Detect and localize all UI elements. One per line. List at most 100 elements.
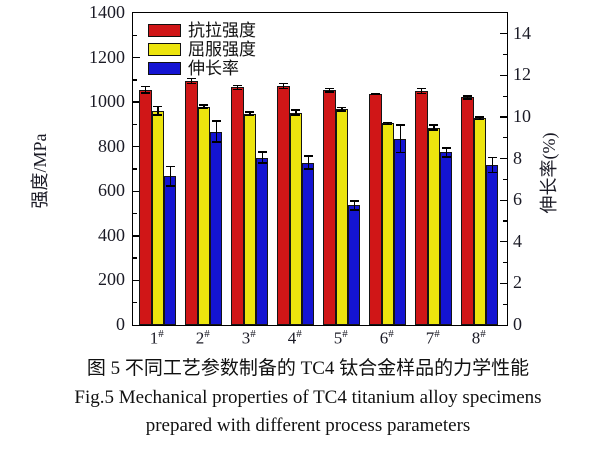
errorbar-cap-bottom: [211, 141, 221, 143]
errorbar-series2-group1: [153, 105, 163, 116]
errorbar-cap-bottom: [278, 87, 288, 90]
bar-series2-group5: [335, 109, 348, 325]
errorbar-series2-group6: [383, 121, 393, 126]
errorbar-cap-top: [395, 124, 405, 126]
errorbar-cap-top: [383, 121, 393, 124]
errorbar-stem: [387, 121, 389, 126]
errorbar-cap-top: [165, 165, 175, 168]
bar-series2-group6: [381, 123, 394, 325]
left-minor-tick: [133, 123, 137, 126]
caption-line-english-1: Fig.5 Mechanical properties of TC4 titan…: [74, 387, 542, 408]
errorbar-stem: [479, 115, 481, 121]
errorbar-stem: [328, 87, 331, 93]
right-major-tick: [500, 157, 507, 160]
left-minor-tick: [133, 79, 137, 81]
errorbar-cap-bottom: [370, 93, 380, 95]
errorbar-stem: [282, 82, 285, 90]
errorbar-cap-bottom: [199, 107, 209, 109]
left-major-tick: [133, 235, 140, 237]
left-minor-tick: [133, 257, 137, 259]
right-major-tick: [500, 74, 507, 77]
errorbar-cap-bottom: [441, 155, 451, 158]
errorbar-cap-bottom: [475, 118, 485, 121]
errorbar-cap-bottom: [303, 168, 313, 171]
errorbar-cap-bottom: [337, 110, 347, 112]
bar-series2-group7: [427, 127, 440, 325]
legend-label-yield: 屈服强度: [188, 40, 256, 59]
errorbar-cap-bottom: [462, 98, 472, 100]
x-tick-label-3: 3#: [241, 328, 256, 348]
right-minor-tick: [503, 53, 507, 56]
legend-item-tensile: 抗拉强度: [148, 21, 256, 40]
errorbar-cap-top: [441, 147, 451, 149]
errorbar-series3-group7: [441, 147, 451, 158]
x-tick-label-8: 8#: [471, 328, 486, 348]
errorbar-cap-top: [199, 104, 209, 106]
errorbar-cap-bottom: [245, 114, 255, 117]
errorbar-cap-bottom: [383, 123, 393, 126]
errorbar-stem: [169, 165, 171, 187]
right-major-tick: [500, 33, 507, 35]
errorbar-cap-bottom: [395, 151, 405, 154]
errorbar-cap-top: [303, 155, 313, 158]
x-tick-superscript: #: [158, 328, 164, 340]
left-tick-label: 0: [116, 314, 125, 334]
errorbar-cap-bottom: [165, 185, 175, 187]
bar-series1-group8: [461, 97, 474, 325]
bar-series2-group1: [151, 110, 164, 325]
errorbar-cap-top: [186, 77, 196, 80]
errorbar-cap-bottom: [257, 162, 267, 164]
errorbar-cap-bottom: [232, 88, 242, 91]
errorbar-series1-group4: [278, 82, 288, 90]
errorbar-series1-group1: [140, 85, 150, 94]
errorbar-cap-top: [349, 200, 359, 202]
left-tick-label: 800: [98, 135, 125, 156]
right-minor-tick: [503, 303, 507, 305]
errorbar-stem: [466, 95, 469, 100]
errorbar-stem: [433, 124, 435, 131]
errorbar-cap-top: [324, 87, 334, 90]
caption-line-english-2: prepared with different process paramete…: [145, 415, 471, 436]
errorbar-stem: [215, 120, 217, 143]
x-tick-label-4: 4#: [287, 328, 302, 348]
plot-box: 抗拉强度 屈服强度 伸长率: [132, 12, 508, 326]
left-axis-title: 强度/MPa: [30, 133, 50, 209]
legend-label-elongation: 伸长率: [188, 59, 239, 78]
x-tick-label-5: 5#: [333, 328, 348, 348]
errorbar-series1-group7: [416, 87, 426, 95]
bar-series1-group7: [415, 91, 428, 325]
legend-swatch-yield: [148, 43, 181, 56]
bar-series3-group1: [164, 176, 177, 325]
x-tick-label-2: 2#: [195, 328, 210, 348]
right-minor-tick: [503, 220, 507, 222]
bar-series2-group2: [197, 106, 210, 325]
errorbar-cap-top: [140, 85, 150, 88]
bar-series1-group4: [277, 86, 290, 325]
errorbar-stem: [190, 77, 193, 85]
legend: 抗拉强度 屈服强度 伸长率: [148, 21, 256, 78]
errorbar-stem: [445, 147, 447, 158]
errorbar-stem: [420, 87, 423, 95]
errorbar-stem: [261, 151, 263, 164]
right-minor-tick: [503, 137, 507, 139]
errorbar-series2-group8: [475, 115, 485, 121]
errorbar-cap-top: [475, 115, 485, 118]
right-tick-label: 8: [513, 147, 522, 168]
errorbar-stem: [341, 106, 343, 112]
errorbar-series2-group3: [245, 111, 255, 117]
errorbar-cap-top: [257, 151, 267, 153]
errorbar-series3-group3: [257, 151, 267, 164]
errorbar-cap-top: [278, 82, 288, 85]
errorbar-cap-bottom: [416, 92, 426, 95]
right-major-tick: [500, 241, 507, 243]
errorbar-series1-group6: [370, 92, 380, 95]
errorbar-cap-top: [245, 111, 255, 113]
x-tick-label-1: 1#: [149, 328, 164, 348]
right-minor-tick: [503, 178, 507, 181]
figure-caption: 图 5 不同工艺参数制备的 TC4 钛合金样品的力学性能 Fig.5 Mecha…: [0, 354, 616, 440]
errorbar-stem: [236, 84, 239, 91]
errorbar-series3-group5: [349, 200, 359, 211]
right-tick-label: 4: [513, 230, 522, 251]
left-minor-tick: [133, 302, 137, 304]
left-major-tick: [133, 190, 140, 192]
